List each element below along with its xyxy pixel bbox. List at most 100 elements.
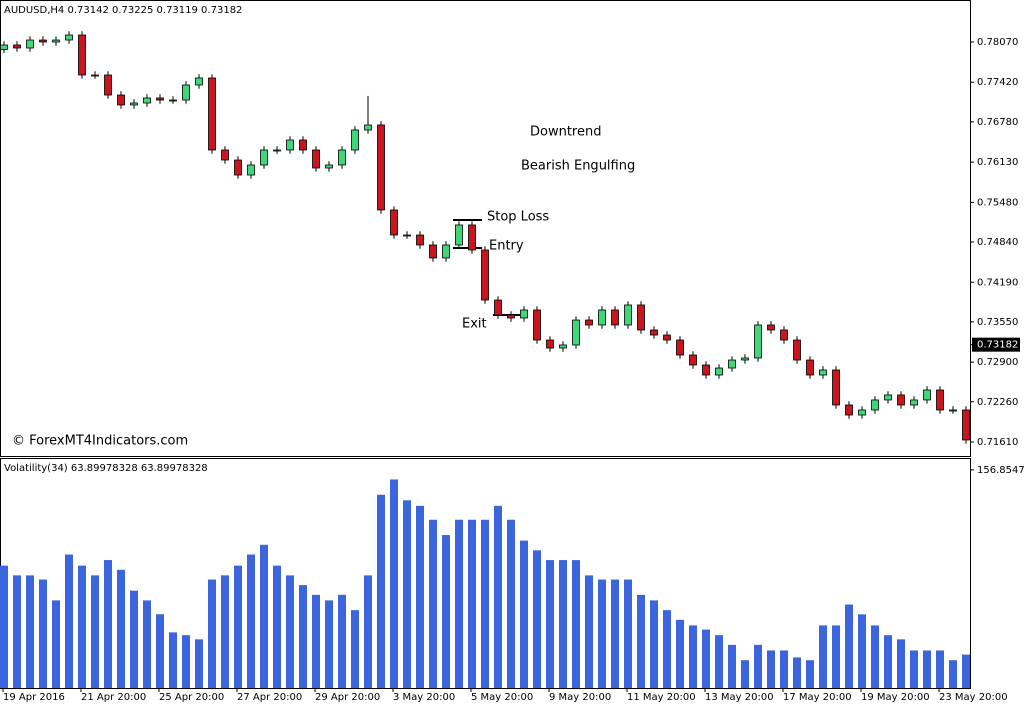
volatility-bar xyxy=(845,604,853,688)
candle-body xyxy=(221,149,229,161)
x-tick-label: 21 Apr 20:00 xyxy=(81,692,146,703)
candle-body xyxy=(182,84,190,101)
candle-body xyxy=(286,139,294,151)
volatility-bar xyxy=(260,544,268,688)
volatility-bar xyxy=(390,479,398,688)
volatility-bar xyxy=(117,569,125,688)
candle-body xyxy=(598,309,606,326)
y-tick-label: 0.76780 xyxy=(977,117,1018,128)
volatility-bar xyxy=(585,575,593,688)
y2-tick-label: 156.85472 xyxy=(977,465,1024,476)
annotation: Stop Loss xyxy=(487,210,549,225)
annotation: Bearish Engulfing xyxy=(521,159,635,174)
candle-body xyxy=(91,74,99,77)
volatility-bar xyxy=(715,635,723,688)
volatility-bar xyxy=(364,575,372,688)
x-tick-label: 17 May 20:00 xyxy=(783,692,852,703)
volatility-bar xyxy=(910,650,918,688)
candle-body xyxy=(585,319,593,326)
volatility-bar xyxy=(143,600,151,688)
volatility-bar xyxy=(481,519,489,688)
x-tick-label: 25 Apr 20:00 xyxy=(159,692,224,703)
candle-body xyxy=(923,389,931,401)
candle-body xyxy=(416,234,424,246)
price-pane xyxy=(0,0,971,457)
candle-body xyxy=(832,369,840,406)
volatility-bar xyxy=(663,610,671,688)
volatility-bar xyxy=(78,565,86,688)
candle-body xyxy=(468,224,476,251)
candle-body xyxy=(325,164,333,169)
volatility-bar xyxy=(780,650,788,688)
candle-body xyxy=(845,404,853,416)
y-tick-label: 0.71610 xyxy=(977,437,1018,448)
candle-body xyxy=(78,34,86,76)
header: AUDUSD,H4 0.73142 0.73225 0.73119 0.7318… xyxy=(4,5,242,16)
x-tick-label: 23 May 20:00 xyxy=(939,692,1008,703)
volatility-bar xyxy=(273,565,281,688)
volatility-bar xyxy=(429,519,437,688)
volatility-bar xyxy=(598,579,606,688)
candle-body xyxy=(442,244,450,259)
volatility-bar xyxy=(468,519,476,688)
volatility-bar xyxy=(65,554,73,688)
candle-body xyxy=(351,129,359,151)
y-tick-label: 0.74190 xyxy=(977,277,1018,288)
volatility-bar xyxy=(962,654,970,688)
volatility-bar xyxy=(208,579,216,688)
x-tick-label: 13 May 20:00 xyxy=(705,692,774,703)
volatility-bar xyxy=(247,554,255,688)
volatility-bar xyxy=(312,594,320,688)
x-tick-label: 5 May 20:00 xyxy=(471,692,533,703)
candle-body xyxy=(702,364,710,376)
x-tick-label: 27 Apr 20:00 xyxy=(237,692,302,703)
volatility-bar xyxy=(611,579,619,688)
volatility-bar xyxy=(234,565,242,688)
candle-body xyxy=(650,329,658,336)
candle-body xyxy=(884,394,892,401)
volatility-bar xyxy=(832,625,840,688)
volatility-bar xyxy=(351,610,359,688)
candle-body xyxy=(520,309,528,319)
x-tick-label: 19 Apr 2016 xyxy=(3,692,65,703)
x-tick-label: 19 May 20:00 xyxy=(861,692,930,703)
candle-body xyxy=(637,304,645,331)
volatility-bar xyxy=(130,590,138,688)
volatility-bar xyxy=(858,614,866,688)
volatility-bar xyxy=(689,625,697,688)
watermark: © ForexMT4Indicators.com xyxy=(12,434,188,449)
volatility-bar xyxy=(507,519,515,688)
candle-body xyxy=(715,367,723,376)
volatility-bar xyxy=(702,629,710,688)
candle-body xyxy=(572,319,580,346)
candle-body xyxy=(611,309,619,326)
volatility-bar xyxy=(299,585,307,688)
volatility-bar xyxy=(104,560,112,688)
volatility-bar xyxy=(546,560,554,688)
current-price-label: 0.73182 xyxy=(977,340,1018,351)
volatility-bar xyxy=(169,632,177,688)
x-tick-label: 9 May 20:00 xyxy=(549,692,611,703)
candle-body xyxy=(39,39,47,43)
candle-body xyxy=(962,409,970,441)
candle-body xyxy=(117,94,125,106)
candle-body xyxy=(247,164,255,176)
y-tick-label: 0.75480 xyxy=(977,197,1018,208)
candle-body xyxy=(260,149,268,166)
volatility-bar xyxy=(572,560,580,688)
volatility-bar xyxy=(494,505,502,688)
volatility-bar xyxy=(871,625,879,688)
y-tick-label: 0.77420 xyxy=(977,77,1018,88)
candle-body xyxy=(676,339,684,356)
volatility-bar xyxy=(923,650,931,688)
candle-body xyxy=(780,329,788,341)
candle-body xyxy=(624,304,632,326)
volatility-bar xyxy=(533,550,541,688)
volatility-bar xyxy=(0,565,8,688)
volatility-bar xyxy=(884,635,892,688)
candle-body xyxy=(169,99,177,102)
candle-body xyxy=(65,34,73,41)
volatility-bar xyxy=(52,600,60,688)
y-tick-label: 0.72260 xyxy=(977,397,1018,408)
y-tick-label: 0.78070 xyxy=(977,37,1018,48)
